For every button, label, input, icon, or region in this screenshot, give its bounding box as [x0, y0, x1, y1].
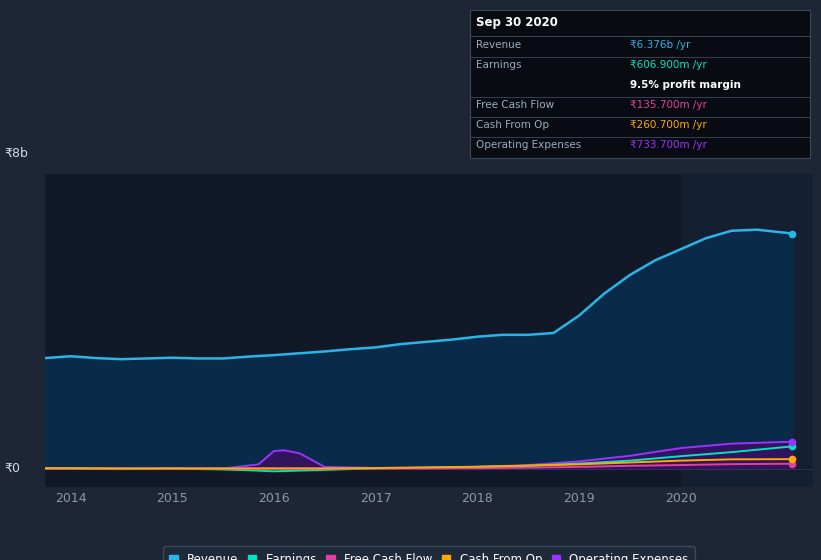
Text: Sep 30 2020: Sep 30 2020 — [476, 16, 558, 29]
Text: Earnings: Earnings — [476, 60, 521, 71]
Text: Operating Expenses: Operating Expenses — [476, 141, 581, 151]
Text: Revenue: Revenue — [476, 40, 521, 50]
Text: ₹6.376b /yr: ₹6.376b /yr — [630, 40, 690, 50]
Text: ₹606.900m /yr: ₹606.900m /yr — [630, 60, 707, 71]
Text: ₹135.700m /yr: ₹135.700m /yr — [630, 100, 707, 110]
Text: Cash From Op: Cash From Op — [476, 120, 549, 130]
Text: Free Cash Flow: Free Cash Flow — [476, 100, 554, 110]
Legend: Revenue, Earnings, Free Cash Flow, Cash From Op, Operating Expenses: Revenue, Earnings, Free Cash Flow, Cash … — [163, 547, 695, 560]
Bar — [681, 174, 813, 487]
Text: ₹260.700m /yr: ₹260.700m /yr — [630, 120, 707, 130]
Text: 9.5% profit margin: 9.5% profit margin — [630, 81, 741, 90]
Text: ₹8b: ₹8b — [4, 147, 28, 160]
Text: ₹0: ₹0 — [4, 462, 20, 475]
Text: ₹733.700m /yr: ₹733.700m /yr — [630, 141, 707, 151]
